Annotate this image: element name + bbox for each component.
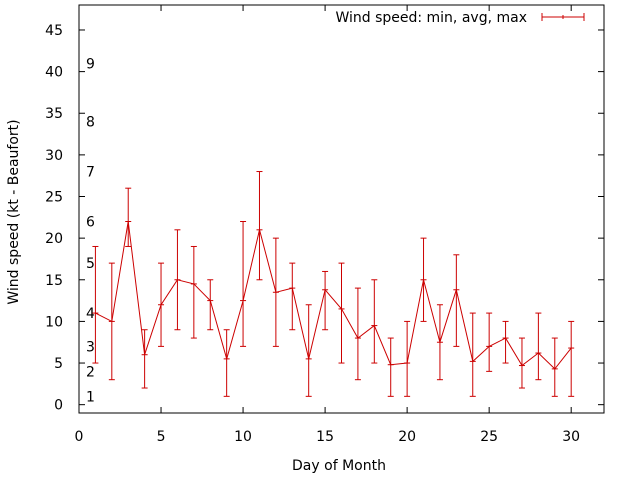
series-layer bbox=[92, 171, 575, 397]
beaufort-label: 2 bbox=[86, 364, 95, 380]
y-tick-label: 40 bbox=[45, 65, 63, 81]
y-tick-label: 5 bbox=[54, 356, 63, 372]
beaufort-label: 3 bbox=[86, 339, 95, 355]
beaufort-label: 1 bbox=[86, 389, 95, 405]
x-tick-label: 20 bbox=[398, 429, 416, 445]
x-tick-label: 0 bbox=[75, 429, 84, 445]
plot-frame bbox=[78, 4, 605, 414]
y-tick-label: 30 bbox=[45, 148, 63, 164]
x-tick-label: 25 bbox=[480, 429, 498, 445]
x-tick-label: 5 bbox=[157, 429, 166, 445]
x-tick-label: 30 bbox=[562, 429, 580, 445]
x-tick-label: 15 bbox=[316, 429, 334, 445]
beaufort-label: 9 bbox=[86, 56, 95, 72]
beaufort-label: 6 bbox=[86, 214, 95, 230]
y-tick-label: 20 bbox=[45, 231, 63, 247]
y-tick-label: 10 bbox=[45, 314, 63, 330]
beaufort-label: 5 bbox=[86, 256, 95, 272]
legend-label: Wind speed: min, avg, max bbox=[335, 10, 527, 26]
y-tick-label: 0 bbox=[54, 398, 63, 414]
y-tick-label: 25 bbox=[45, 190, 63, 206]
avg-line bbox=[95, 221, 572, 370]
beaufort-label: 4 bbox=[86, 306, 95, 322]
x-axis-label: Day of Month bbox=[292, 458, 386, 474]
beaufort-label: 7 bbox=[86, 165, 95, 181]
y-tick-label: 35 bbox=[45, 106, 63, 122]
y-axis-label: Wind speed (kt - Beaufort) bbox=[6, 119, 22, 304]
y-tick-label: 45 bbox=[45, 23, 63, 39]
beaufort-label: 8 bbox=[86, 115, 95, 131]
legend: Wind speed: min, avg, max bbox=[335, 10, 585, 26]
y-tick-label: 15 bbox=[45, 273, 63, 289]
beaufort-scale-labels: 1 2 3 4 5 6 7 8 9 bbox=[86, 56, 95, 405]
x-tick-label: 10 bbox=[234, 429, 252, 445]
